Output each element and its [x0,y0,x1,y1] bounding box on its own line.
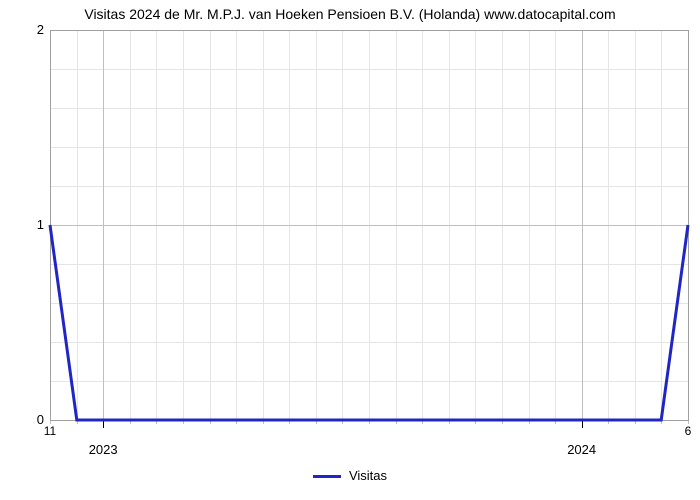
legend: Visitas [0,468,700,483]
y-tick-label: 0 [14,412,44,427]
x-year-label: 2024 [567,442,596,457]
x-end-left: 11 [44,424,56,438]
y-tick-label: 2 [14,22,44,37]
chart-svg [0,0,700,500]
y-tick-label: 1 [14,217,44,232]
legend-swatch [313,475,341,478]
x-end-right: 6 [685,424,692,438]
chart-container: Visitas 2024 de Mr. M.P.J. van Hoeken Pe… [0,0,700,500]
legend-label: Visitas [349,468,387,483]
x-year-label: 2023 [89,442,118,457]
